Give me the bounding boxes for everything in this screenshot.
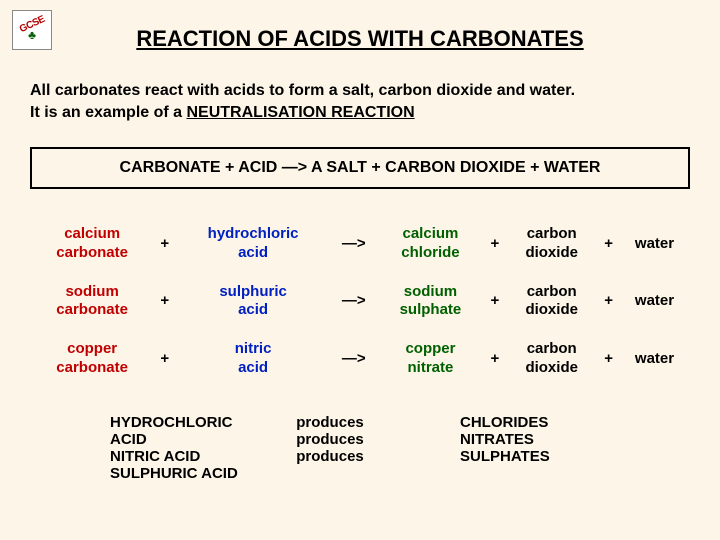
produces-column: produces produces produces <box>260 414 400 482</box>
intro-text: All carbonates react with acids to form … <box>30 80 690 123</box>
table-row: calciumcarbonate + hydrochloricacid —> c… <box>30 215 690 273</box>
table-row: sodiumcarbonate + sulphuricacid —> sodiu… <box>30 273 690 331</box>
salts-column: CHLORIDES NITRATES SULPHATES <box>400 414 550 482</box>
carbonate-cell: calciumcarbonate <box>30 215 154 273</box>
neutralisation-label: NEUTRALISATION REACTION <box>187 104 415 121</box>
salt-cell: calciumchloride <box>377 215 485 273</box>
table-row: coppercarbonate + nitricacid —> copperni… <box>30 330 690 388</box>
acid-cell: hydrochloricacid <box>175 215 331 273</box>
intro-line-2: It is an example of a NEUTRALISATION REA… <box>30 102 690 124</box>
gas-cell: carbondioxide <box>505 215 598 273</box>
page-title: REACTION OF ACIDS WITH CARBONATES <box>30 26 690 52</box>
gcse-logo: GCSE ♣ <box>12 10 52 50</box>
intro-line-1: All carbonates react with acids to form … <box>30 80 690 102</box>
reactions-table: calciumcarbonate + hydrochloricacid —> c… <box>30 215 690 388</box>
produces-summary: HYDROCHLORIC ACID NITRIC ACID SULPHURIC … <box>30 414 690 482</box>
acids-column: HYDROCHLORIC ACID NITRIC ACID SULPHURIC … <box>30 414 260 482</box>
water-cell: water <box>619 215 690 273</box>
general-equation-box: CARBONATE + ACID —> A SALT + CARBON DIOX… <box>30 147 690 189</box>
